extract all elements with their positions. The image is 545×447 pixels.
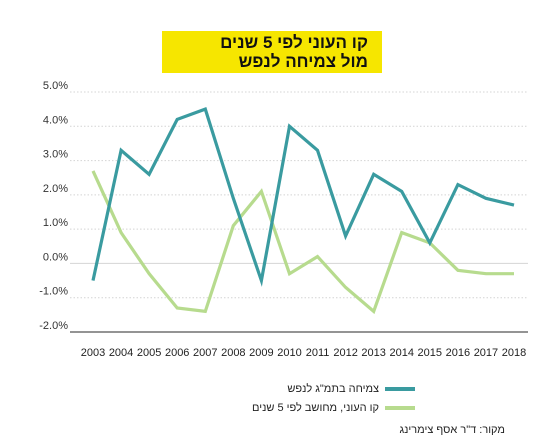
series-lines xyxy=(91,107,515,315)
legend-swatch-poverty-line xyxy=(385,406,415,410)
x-tick-label: 2018 xyxy=(502,347,526,359)
chart-title-box: קו העוני לפי 5 שנים מול צמיחה לנפש xyxy=(162,31,382,73)
y-tick-label: 2.0% xyxy=(43,183,68,195)
x-tick-label: 2006 xyxy=(165,347,189,359)
x-tick-label: 2011 xyxy=(306,347,330,359)
x-tick-label: 2007 xyxy=(193,347,217,359)
series-line-poverty-line xyxy=(91,170,514,315)
x-tick-label: 2016 xyxy=(446,347,470,359)
legend-label-poverty-line: קו העוני, מחושב לפי 5 שנים xyxy=(251,402,379,414)
legend-item-gdp-growth: צמיחה בתמ"ג לנפש xyxy=(287,382,415,396)
y-tick-label: 4.0% xyxy=(43,114,68,126)
x-tick-label: 2014 xyxy=(389,347,413,359)
x-tick-label: 2004 xyxy=(109,347,133,359)
legend-item-poverty-line: קו העוני, מחושב לפי 5 שנים xyxy=(252,401,415,415)
x-tick-label: 2013 xyxy=(361,347,385,359)
x-tick-label: 2010 xyxy=(277,347,301,359)
x-tick-label: 2015 xyxy=(418,347,442,359)
x-tick-label: 2003 xyxy=(81,347,105,359)
y-tick-label: -1.0% xyxy=(39,286,68,298)
x-tick-labels: 2003 2004 2005 2006 2007 2008 2009 2010 2011 2012… xyxy=(81,347,526,359)
x-tick-label: 2005 xyxy=(137,347,161,359)
y-tick-label: -2.0% xyxy=(39,320,68,332)
x-tick-label: 2009 xyxy=(249,347,273,359)
x-tick-label: 2017 xyxy=(474,347,498,359)
legend-swatch-gdp-growth xyxy=(385,387,415,391)
x-tick-label: 2008 xyxy=(221,347,245,359)
grid-lines xyxy=(70,91,528,333)
source-note: מקור: ד"ר אסף צימרינג xyxy=(399,424,506,436)
chart-title-line-1: קו העוני לפי 5 שנים xyxy=(220,33,368,52)
y-tick-label: 1.0% xyxy=(43,217,68,229)
y-tick-labels: 5.0% 4.0% 3.0% 2.0% 1.0% 0.0% -1.0% -2.0% xyxy=(39,80,68,332)
legend-label-gdp-growth: צמיחה בתמ"ג לנפש xyxy=(287,383,379,395)
y-tick-label: 5.0% xyxy=(43,80,68,92)
x-tick-label: 2012 xyxy=(333,347,357,359)
chart-title-line-2: מול צמיחה לנפש xyxy=(238,52,368,71)
y-tick-label: 3.0% xyxy=(43,149,68,161)
y-tick-label: 0.0% xyxy=(43,251,68,263)
series-line-gdp-growth xyxy=(91,107,515,287)
